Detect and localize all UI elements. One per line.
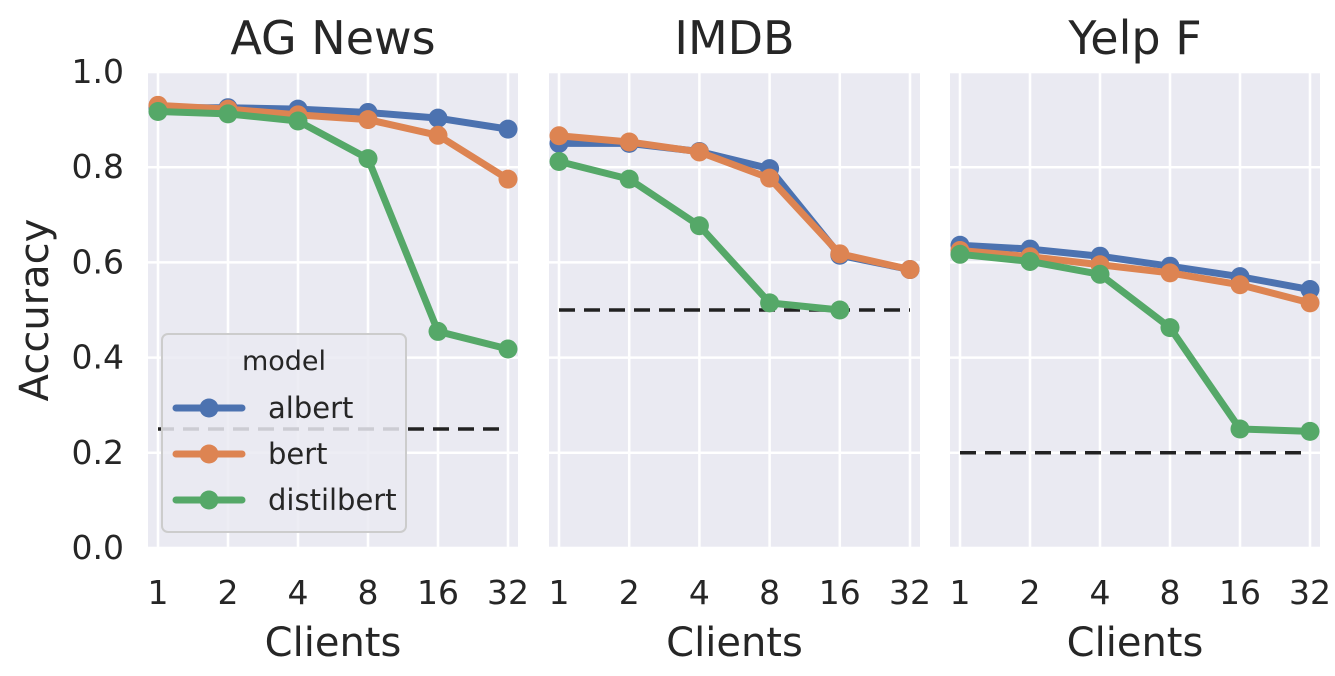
plot-background [950, 72, 1320, 548]
legend-swatch-marker [199, 444, 219, 464]
data-point [1020, 251, 1040, 271]
x-tick-label: 8 [358, 573, 379, 612]
x-tick-label: 32 [487, 573, 529, 612]
legend-swatch-marker [199, 398, 219, 418]
data-point [428, 321, 448, 341]
data-point [428, 108, 448, 128]
legend-label: distilbert [268, 483, 397, 517]
data-point [760, 168, 780, 188]
data-point [830, 244, 850, 264]
data-point [498, 169, 518, 189]
x-tick-label: 32 [1289, 573, 1331, 612]
y-tick-label: 1.0 [72, 52, 124, 91]
y-tick-label: 0.8 [72, 147, 124, 186]
panel-imdb: 1 2 4 8 16 32 Clients IMDB [549, 11, 932, 666]
x-tick-label: 1 [950, 573, 971, 612]
x-axis-label: Clients [265, 620, 402, 666]
panel-yelp-f: 1 2 4 8 16 32 Clients Yelp F [950, 11, 1332, 666]
data-point [358, 110, 378, 130]
series-distilbert [950, 244, 1320, 441]
legend-item-bert: bert [172, 437, 328, 471]
y-tick-label: 0.4 [72, 338, 124, 377]
x-tick-label: 2 [619, 573, 640, 612]
data-point [950, 244, 970, 264]
x-tick-label: 16 [1219, 573, 1261, 612]
x-tick-label: 2 [218, 573, 239, 612]
legend-label: albert [268, 391, 353, 425]
x-tick-label: 4 [689, 573, 710, 612]
data-point [288, 111, 308, 131]
x-tick-label: 16 [819, 573, 861, 612]
x-tick-label: 8 [1160, 573, 1181, 612]
data-point [1230, 419, 1250, 439]
series-bert [549, 126, 920, 280]
data-point [1300, 421, 1320, 441]
series-line [154, 108, 512, 353]
data-point [1160, 318, 1180, 338]
data-point [358, 149, 378, 169]
data-point [148, 102, 168, 122]
x-tick-label: 1 [549, 573, 570, 612]
x-tick-label: 4 [288, 573, 309, 612]
data-point [619, 132, 639, 152]
x-tick-label: 32 [889, 573, 931, 612]
data-point [218, 104, 238, 124]
x-axis-label: Clients [1067, 620, 1204, 666]
data-point [549, 151, 569, 171]
x-axis-label: Clients [666, 620, 803, 666]
chart-title: AG News [230, 11, 435, 65]
data-point [900, 260, 920, 280]
legend-item-distilbert: distilbert [172, 483, 397, 517]
y-tick-label: 0.6 [72, 242, 124, 281]
series-line [956, 250, 1314, 435]
legend-frame [161, 333, 407, 533]
series-line [956, 247, 1314, 307]
legend-swatch-marker [199, 490, 219, 510]
data-point [428, 125, 448, 145]
data-point [1160, 263, 1180, 283]
data-point [1230, 275, 1250, 295]
data-point [549, 126, 569, 146]
legend-item-albert: albert [172, 391, 353, 425]
data-point [498, 119, 518, 139]
legend-title: model [242, 346, 326, 377]
data-point [1300, 293, 1320, 313]
data-point [760, 293, 780, 313]
data-point [689, 216, 709, 236]
x-tick-label: 16 [417, 573, 459, 612]
data-point [619, 169, 639, 189]
x-tick-label: 4 [1090, 573, 1111, 612]
legend-label: bert [268, 437, 328, 471]
series-distilbert [549, 151, 850, 320]
legend: model albert bert distilbert [161, 333, 407, 533]
y-axis-label: Accuracy [12, 219, 58, 402]
x-tick-label: 2 [1020, 573, 1041, 612]
series-line [555, 132, 914, 274]
chart-title: IMDB [674, 11, 794, 65]
x-tick-label: 8 [759, 573, 780, 612]
series-line [956, 241, 1314, 294]
chart-title: Yelp F [1067, 11, 1201, 65]
data-point [689, 142, 709, 162]
data-point [498, 339, 518, 359]
data-point [1090, 264, 1110, 284]
x-tick-label: 1 [148, 573, 169, 612]
series-line [154, 101, 512, 183]
data-point [1300, 280, 1320, 300]
y-tick-label: 0.0 [72, 528, 124, 567]
series-bert [148, 95, 518, 189]
data-point [830, 300, 850, 320]
y-tick-label: 0.2 [72, 433, 124, 472]
series-distilbert [148, 102, 518, 359]
